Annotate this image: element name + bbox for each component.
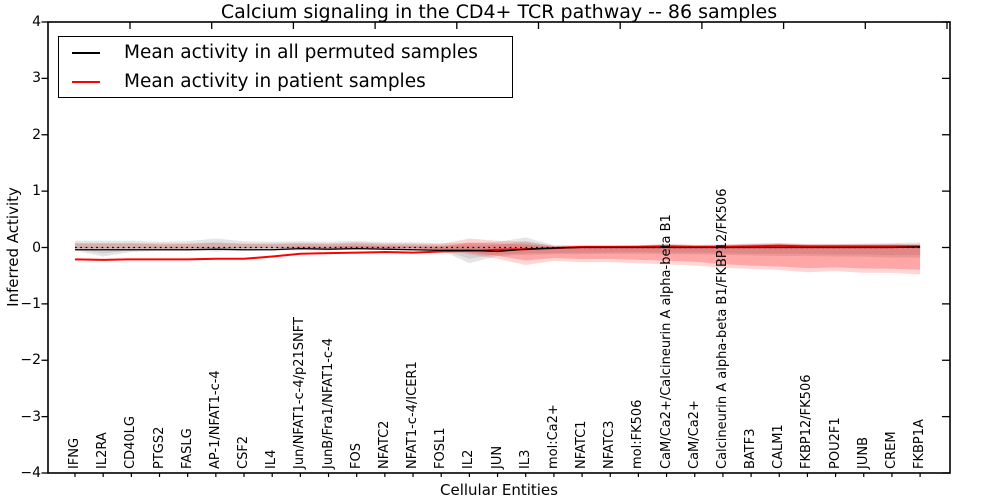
x-axis-label: Cellular Entities	[440, 481, 558, 499]
legend-label-permuted: Mean activity in all permuted samples	[124, 42, 478, 63]
legend-label-patient: Mean activity in patient samples	[124, 71, 426, 92]
y-tick-label: 4	[32, 14, 41, 30]
plot-area	[41, 21, 951, 477]
x-tick-label: NFAT1-c-4/ICER1	[405, 361, 421, 469]
x-tick-label: IL2RA	[95, 432, 111, 469]
legend-entry-patient: Mean activity in patient samples	[72, 67, 512, 96]
x-tick-label: FOSL1	[433, 427, 449, 469]
patient-line-sample-icon	[72, 80, 100, 83]
y-tick-label: −3	[20, 408, 41, 425]
x-tick-label: NFATC1	[574, 420, 590, 469]
x-tick-label: NFATC2	[376, 420, 392, 469]
y-tick-label: −2	[20, 352, 41, 369]
chart-canvas	[41, 21, 951, 477]
x-tick-label: Calcineurin A alpha-beta B1/FKBP12/FK506	[714, 188, 730, 469]
x-tick-label: mol:Ca2+	[545, 404, 561, 469]
patient-mean-line	[74, 244, 921, 261]
patient-band-inner	[75, 242, 921, 270]
legend-entry-permuted: Mean activity in all permuted samples	[72, 38, 512, 67]
x-tick-label: IFNG	[67, 437, 82, 469]
y-tick-label: −1	[20, 295, 41, 312]
y-tick-label: 3	[32, 70, 41, 87]
x-tick-label: FKBP12/FK506	[799, 374, 815, 470]
x-tick-label: IL2	[461, 449, 477, 469]
y-tick-label: −4	[20, 465, 41, 481]
x-tick-label: BATF3	[743, 428, 759, 470]
x-tick-label: CALM1	[771, 424, 787, 469]
x-tick-label: CaM/Ca2+/Calcineurin A alpha-beta B1	[658, 214, 674, 469]
x-tick-label: IL4	[264, 449, 280, 469]
x-tick-label: FKBP1A	[912, 419, 928, 469]
x-tick-label: CREM	[883, 431, 899, 469]
x-tick-label: CD40LG	[123, 416, 139, 469]
x-tick-label: AP-1/NFAT1-c-4	[207, 370, 223, 469]
x-tick-label: CaM/Ca2+	[686, 400, 702, 469]
x-tick-label: POU2F1	[827, 417, 843, 469]
permuted-mean-line	[75, 246, 921, 253]
x-tick-label: JUNB	[855, 437, 871, 469]
x-tick-label: IL3	[517, 449, 533, 469]
x-tick-label: JunB/Fra1/NFAT1-c-4	[320, 337, 336, 469]
chart-title: Calcium signaling in the CD4+ TCR pathwa…	[220, 1, 778, 23]
legend: Mean activity in all permuted samples Me…	[58, 36, 513, 98]
x-tick-label: Jun/NFAT1-c-4/p21SNFT	[292, 317, 308, 469]
x-tick-label: CSF2	[236, 435, 252, 469]
y-tick-label: 0	[32, 239, 41, 256]
x-tick-label: mol:FK506	[630, 399, 646, 469]
y-tick-label: 2	[32, 126, 41, 143]
permuted-line-sample-icon	[72, 51, 100, 54]
x-tick-label: FOS	[348, 443, 364, 469]
y-tick-label: 1	[32, 183, 41, 200]
x-tick-label: JUN	[489, 445, 505, 469]
x-tick-label: NFATC3	[602, 420, 618, 469]
x-tick-label: PTGS2	[151, 426, 167, 469]
x-tick-label: FASLG	[179, 428, 195, 469]
